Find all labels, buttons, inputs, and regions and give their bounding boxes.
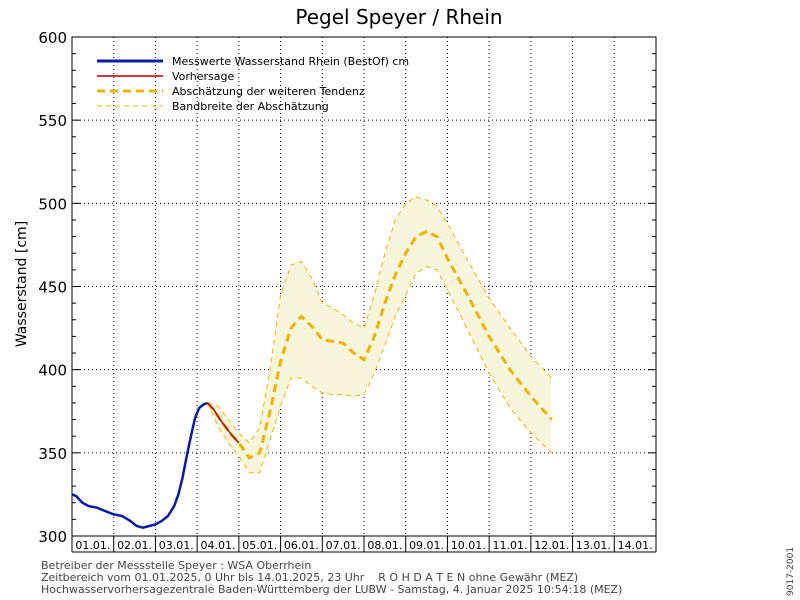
y-tick-label: 350 [38,445,67,463]
legend-tendency-label: Abschätzung der weiteren Tendenz [172,85,365,98]
legend-band-label: Bandbreite der Abschätzung [172,100,329,113]
x-tick-label: 13.01. [576,539,611,552]
x-tick-label: 01.01. [75,539,110,552]
x-tick-label: 12.01. [534,539,569,552]
x-tick-label: 10.01. [451,539,486,552]
x-tick-label: 08.01. [367,539,402,552]
y-tick-label: 600 [38,29,67,47]
footer-publisher: Hochwasservorhersagezentrale Baden-Württ… [41,583,623,596]
legend: Messwerte Wasserstand Rhein (BestOf) cm V… [97,55,409,113]
x-tick-label: 06.01. [284,539,319,552]
y-tick-label: 300 [38,528,67,546]
x-tick-label: 11.01. [493,539,528,552]
footer-operator: Betreiber der Messstelle Speyer : WSA Ob… [41,559,312,572]
band-lower-line [207,265,553,474]
x-tick-label: 04.01. [201,539,236,552]
band-upper-line [207,196,553,444]
x-tick-label: 02.01. [117,539,152,552]
footer-time-range: Zeitbereich vom 01.01.2025, 0 Uhr bis 14… [41,571,579,584]
x-tick-label: 07.01. [326,539,361,552]
measured-line [71,401,209,529]
band-fill [207,196,552,473]
x-tick-label: 03.01. [159,539,194,552]
x-tick-label: 05.01. [242,539,277,552]
y-tick-label: 550 [38,112,67,130]
chart-title: Pegel Speyer / Rhein [295,5,502,29]
y-tick-label: 400 [38,362,67,380]
x-tick-label: 09.01. [409,539,444,552]
forecast-line [207,402,240,444]
tendency-line [206,229,553,460]
legend-forecast-label: Vorhersage [172,70,234,83]
x-tick-label: 14.01. [618,539,653,552]
y-axis-label: Wasserstand [cm] [14,221,30,347]
y-tick-label: 500 [38,195,67,213]
legend-measured-label: Messwerte Wasserstand Rhein (BestOf) cm [172,55,409,68]
side-code: 9017-2001 [786,546,796,596]
y-tick-label: 450 [38,279,67,297]
